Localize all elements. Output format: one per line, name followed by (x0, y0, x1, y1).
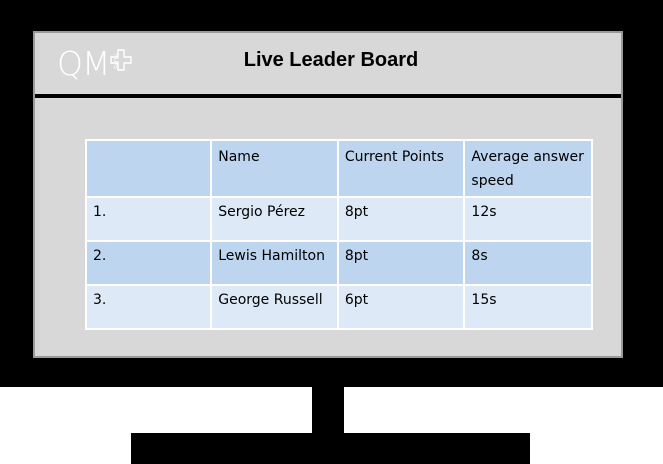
rank-cell: 3. (84, 284, 213, 330)
points-cell: 6pt (336, 284, 466, 330)
logo-text: QM (57, 43, 110, 83)
rank-cell: 1. (84, 196, 213, 242)
points-cell: 8pt (336, 240, 466, 286)
table-header-row: Name Current Points Average answer speed (84, 139, 593, 198)
name-cell: Sergio Pérez (210, 196, 339, 242)
column-header-points: Current Points (336, 139, 466, 198)
name-cell: George Russell (210, 284, 339, 330)
monitor-stand-neck (312, 387, 344, 433)
table-row: 3. George Russell 6pt 15s (84, 284, 593, 330)
qm-plus-logo: QM PLUS (57, 43, 136, 83)
speed-cell: 12s (463, 196, 593, 242)
header-divider (35, 94, 621, 98)
monitor-screen: QM PLUS Live Leader Board Name Current P… (33, 31, 623, 358)
header-bar: QM PLUS Live Leader Board (35, 33, 621, 94)
leaderboard-table: Name Current Points Average answer speed… (84, 139, 593, 330)
page-title: Live Leader Board (243, 49, 419, 71)
rank-cell: 2. (84, 240, 213, 286)
column-header-name: Name (210, 139, 339, 198)
column-header-rank (84, 139, 213, 198)
points-cell: 8pt (336, 196, 466, 242)
table-row: 2. Lewis Hamilton 8pt 8s (84, 240, 593, 286)
monitor-bezel: QM PLUS Live Leader Board Name Current P… (0, 0, 663, 387)
column-header-speed: Average answer speed (463, 139, 593, 198)
speed-cell: 8s (463, 240, 593, 286)
logo-sub-text: PLUS (112, 54, 119, 69)
speed-cell: 15s (463, 284, 593, 330)
table-row: 1. Sergio Pérez 8pt 12s (84, 196, 593, 242)
name-cell: Lewis Hamilton (210, 240, 339, 286)
plus-icon: PLUS (110, 48, 136, 78)
monitor-stand-base (131, 433, 530, 464)
